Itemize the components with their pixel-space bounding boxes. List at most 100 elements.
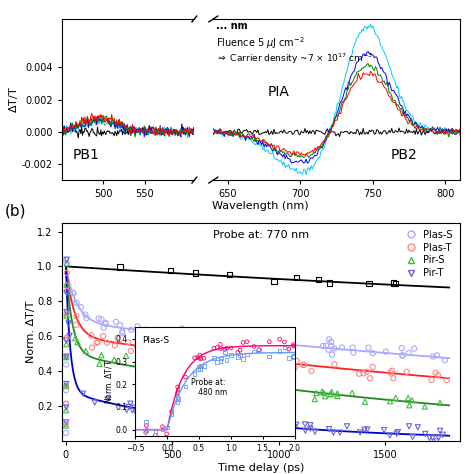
Point (183, 332, 191, 339)
Point (148, 365, 156, 373)
Y-axis label: Norm. ΔT/T: Norm. ΔT/T (26, 301, 36, 363)
Point (146, 347, 154, 355)
Point (169, 368, 176, 375)
Point (276, 337, 284, 345)
Point (63, 353, 70, 361)
Point (104, 396, 111, 403)
Point (433, 438, 440, 445)
Point (63, 380, 70, 388)
Point (221, 379, 229, 387)
Point (174, 368, 182, 375)
Point (177, 352, 185, 359)
Point (226, 350, 234, 358)
Point (289, 381, 296, 388)
Point (63, 281, 70, 288)
Point (264, 428, 272, 436)
Point (265, 356, 273, 363)
Point (436, 399, 444, 407)
Point (174, 367, 182, 374)
Point (128, 326, 135, 334)
Point (301, 427, 309, 435)
Point (139, 352, 147, 360)
Point (231, 376, 239, 383)
Point (404, 394, 412, 401)
Point (63, 287, 71, 295)
Point (392, 394, 400, 401)
Point (276, 385, 284, 393)
Point (222, 419, 229, 427)
Point (110, 356, 118, 364)
Point (82, 311, 89, 319)
Point (343, 422, 351, 430)
Point (410, 345, 418, 352)
Point (125, 338, 132, 346)
Point (147, 371, 155, 378)
Point (242, 380, 249, 388)
Point (292, 273, 300, 281)
Point (218, 351, 226, 359)
Point (63, 335, 70, 342)
Point (99, 332, 107, 340)
Point (403, 368, 410, 376)
Point (436, 427, 444, 435)
Point (231, 375, 238, 383)
Point (321, 392, 329, 400)
Point (429, 353, 437, 360)
Point (122, 352, 130, 359)
Point (63, 340, 70, 348)
Point (382, 348, 390, 356)
Point (98, 316, 105, 323)
Text: PB2: PB2 (391, 148, 418, 162)
Point (435, 434, 442, 441)
Point (159, 412, 167, 419)
Point (69, 289, 77, 297)
Point (421, 403, 428, 410)
Point (293, 357, 301, 365)
Point (101, 319, 109, 327)
Point (100, 324, 108, 331)
Point (361, 426, 368, 434)
Point (234, 335, 241, 343)
Point (325, 425, 333, 433)
Point (388, 367, 396, 374)
Point (247, 381, 255, 389)
Point (218, 417, 225, 424)
Point (63, 353, 70, 360)
Point (94, 338, 101, 346)
Text: $\Rightarrow$ Carrier density ~7 $\times$ 10$^{17}$ cm$^{-3}$: $\Rightarrow$ Carrier density ~7 $\times… (216, 51, 373, 65)
Point (62, 420, 70, 428)
Point (145, 402, 153, 410)
Point (258, 376, 265, 384)
Point (315, 275, 322, 283)
Point (157, 345, 164, 352)
Point (74, 338, 82, 346)
Text: ... nm: ... nm (216, 20, 247, 30)
Point (271, 384, 279, 392)
Point (139, 367, 147, 374)
Point (282, 389, 289, 397)
Point (312, 389, 320, 397)
Point (276, 381, 283, 389)
Point (62, 406, 70, 414)
Point (262, 416, 270, 423)
Point (229, 420, 237, 428)
Text: Fluence 5 $\mu$J cm$^{-2}$: Fluence 5 $\mu$J cm$^{-2}$ (216, 35, 305, 51)
Point (331, 361, 338, 368)
Point (429, 434, 437, 442)
Point (127, 400, 134, 408)
Point (390, 374, 397, 382)
Point (216, 412, 224, 419)
Point (87, 331, 95, 339)
Point (426, 434, 433, 442)
Point (114, 334, 121, 341)
Point (226, 351, 234, 358)
Point (259, 388, 267, 395)
Point (142, 366, 149, 374)
Point (102, 320, 109, 328)
Point (273, 363, 281, 370)
Point (273, 383, 281, 391)
Point (428, 376, 435, 383)
Point (365, 344, 372, 352)
Point (272, 429, 280, 437)
Point (270, 278, 278, 285)
